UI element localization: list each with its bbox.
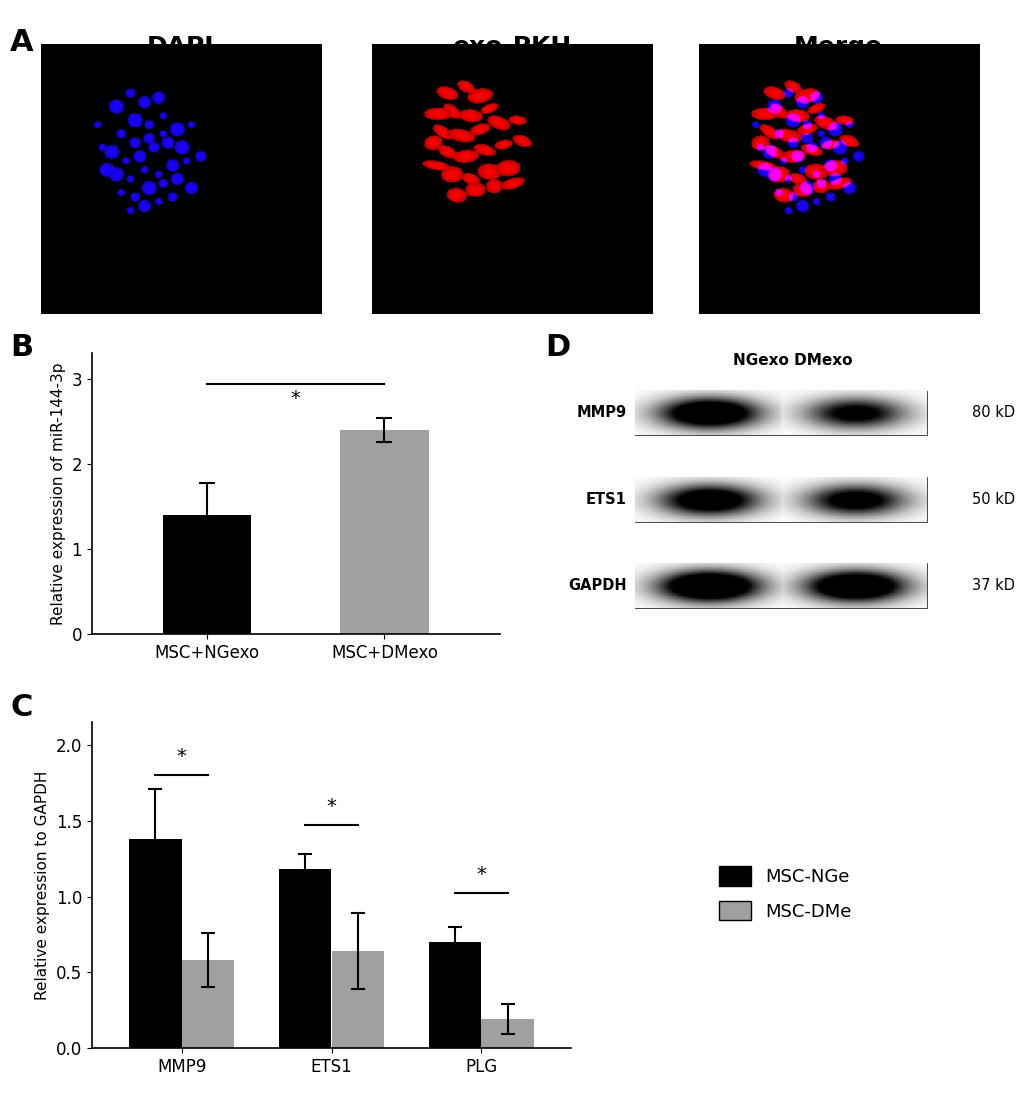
Text: C: C bbox=[10, 693, 33, 721]
Y-axis label: Relative expression of miR-144-3p: Relative expression of miR-144-3p bbox=[51, 363, 66, 624]
Text: *: * bbox=[476, 866, 486, 885]
Bar bbox=[635, 564, 926, 608]
Text: ETS1: ETS1 bbox=[585, 492, 626, 506]
Text: *: * bbox=[326, 797, 336, 816]
Text: 37 kD: 37 kD bbox=[971, 578, 1014, 593]
Bar bbox=[635, 390, 926, 436]
Text: B: B bbox=[10, 333, 34, 362]
Text: MMP9: MMP9 bbox=[576, 406, 626, 420]
Text: DAPI: DAPI bbox=[147, 35, 214, 60]
Bar bbox=[339, 430, 428, 634]
Text: *: * bbox=[176, 748, 186, 767]
Bar bbox=[181, 960, 234, 1048]
Bar bbox=[331, 951, 383, 1048]
Bar bbox=[129, 839, 181, 1048]
Text: NGexo DMexo: NGexo DMexo bbox=[732, 353, 852, 368]
Bar bbox=[428, 942, 481, 1048]
Text: 80 kD: 80 kD bbox=[971, 406, 1014, 420]
Text: A: A bbox=[10, 28, 34, 56]
Legend: MSC-NGe, MSC-DMe: MSC-NGe, MSC-DMe bbox=[700, 848, 869, 939]
Bar bbox=[481, 1019, 533, 1048]
Bar bbox=[163, 515, 252, 634]
Text: Merge: Merge bbox=[793, 35, 882, 60]
Text: GAPDH: GAPDH bbox=[568, 578, 626, 593]
Text: 50 kD: 50 kD bbox=[971, 492, 1014, 506]
Bar bbox=[635, 476, 926, 522]
Y-axis label: Relative expression to GAPDH: Relative expression to GAPDH bbox=[35, 771, 50, 999]
Bar bbox=[279, 869, 331, 1048]
Text: D: D bbox=[545, 333, 571, 362]
Text: *: * bbox=[290, 388, 301, 408]
Text: exo-PKH: exo-PKH bbox=[452, 35, 571, 60]
